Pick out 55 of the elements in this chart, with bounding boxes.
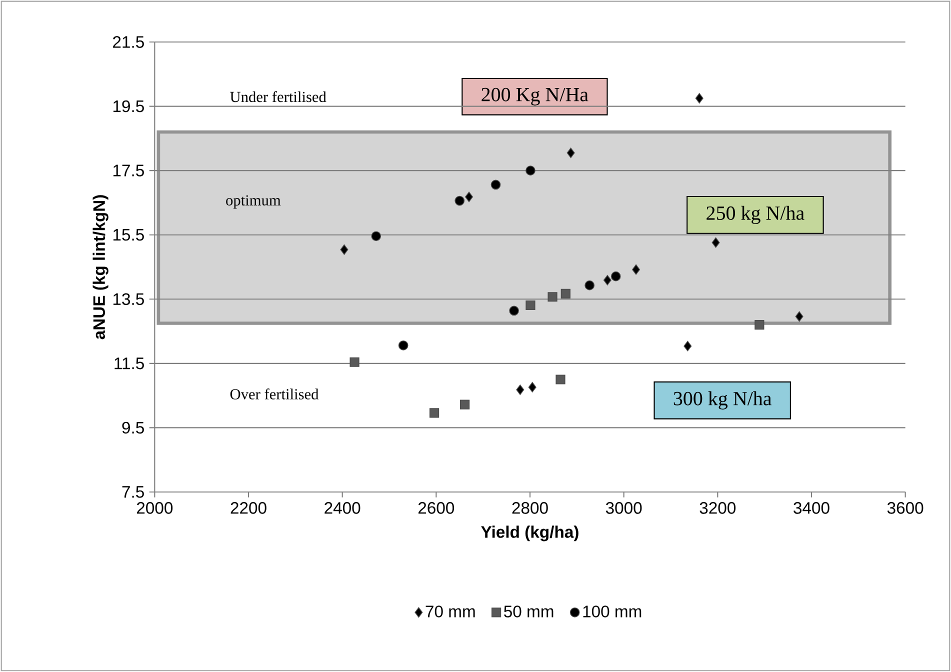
y-tick-label: 9.5 (122, 422, 144, 434)
y-tick-label: 17.5 (113, 164, 144, 176)
x-tick-label: 3200 (700, 502, 736, 514)
x-axis-title: Yield (kg/ha) (481, 526, 578, 542)
point (526, 166, 536, 176)
point (632, 264, 640, 275)
y-tick-label: 7.5 (122, 486, 144, 498)
point (610, 271, 621, 282)
y-tick-label: 13.5 (113, 293, 144, 306)
legend-label: 100 mm (583, 606, 642, 618)
point (566, 148, 575, 158)
point (528, 382, 536, 392)
point (795, 311, 804, 322)
legend-label: 70 mm (426, 606, 475, 618)
point (526, 300, 536, 310)
legend-label: 50 mm (504, 606, 554, 618)
band-label: optimum (226, 195, 281, 209)
y-tick-label: 19.5 (113, 100, 144, 112)
point (603, 274, 612, 286)
point (548, 292, 558, 302)
point (490, 180, 501, 190)
point (695, 93, 704, 104)
point (754, 320, 764, 330)
annotation: Under fertilised (230, 91, 326, 102)
point (350, 357, 360, 367)
point (460, 400, 470, 410)
annotation: Over fertilised (230, 388, 319, 400)
point (454, 196, 465, 206)
point (340, 244, 348, 255)
annotation: 200 Kg N/Ha (482, 88, 588, 106)
x-tick-label: 2200 (230, 502, 266, 514)
x-tick-label: 2800 (512, 502, 548, 514)
y-axis-title: aNUE (kg lint/kgN) (92, 195, 108, 340)
y-tick-label: 11.5 (114, 358, 144, 370)
point (556, 374, 566, 384)
x-tick-label: 2600 (418, 502, 454, 514)
point (509, 306, 519, 316)
y-tick-label: 15.5 (113, 229, 144, 241)
x-tick-label: 2400 (324, 502, 360, 514)
point (712, 237, 720, 248)
point (560, 288, 570, 298)
annotation: 300 kg N/ha (674, 391, 772, 410)
y-tick-label: 21.5 (113, 36, 144, 48)
x-tick-label: 2000 (136, 502, 173, 514)
x-tick-label: 3600 (887, 502, 924, 514)
x-tick-label: 3000 (606, 502, 642, 514)
point (584, 280, 595, 290)
point (398, 340, 408, 350)
point (516, 384, 524, 395)
point (371, 231, 382, 242)
point (465, 192, 474, 202)
x-tick-label: 3400 (794, 502, 830, 514)
point (684, 340, 692, 352)
point (429, 408, 440, 418)
annotation: 250 kg N/ha (706, 206, 804, 224)
